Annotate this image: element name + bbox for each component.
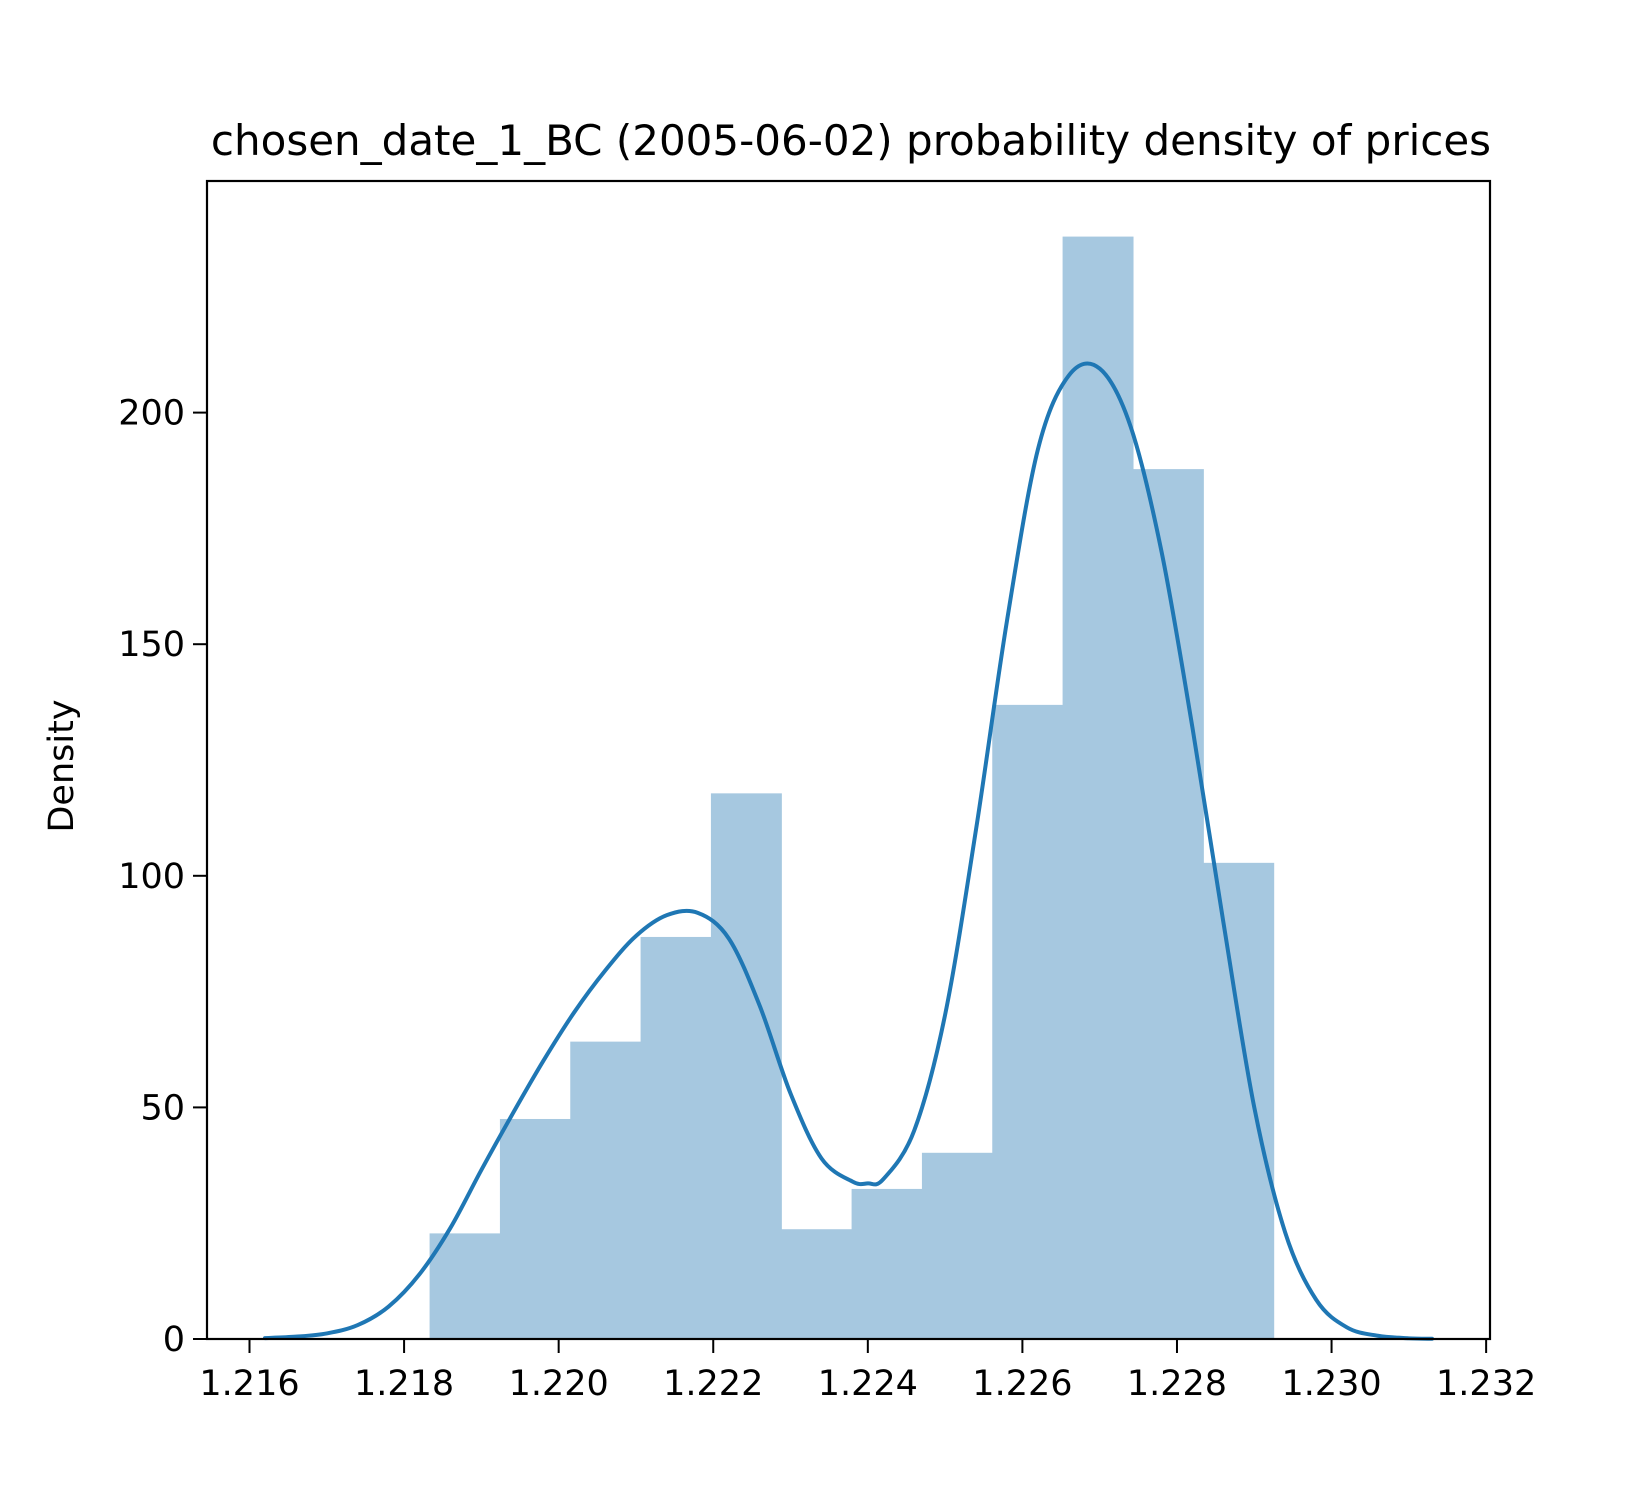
x-tick-label: 1.232 [1436,1364,1536,1404]
y-axis-label: Density [42,699,82,832]
y-tick-label: 0 [163,1320,185,1360]
kde-curve [262,361,1435,1341]
x-axis-ticks: 1.216 1.218 1.220 1.222 1.224 1.226 1.228 1.230… [199,1339,1536,1404]
histogram-bar [570,1041,642,1339]
y-tick-label: 50 [140,1088,185,1128]
y-tick-label: 100 [118,857,185,897]
x-tick-label: 1.230 [1281,1364,1381,1404]
x-tick-label: 1.218 [354,1364,454,1404]
y-tick-label: 200 [118,394,185,434]
x-tick-label: 1.216 [199,1364,299,1404]
x-tick-label: 1.220 [509,1364,609,1404]
histogram-bar [710,793,782,1339]
histogram-bar [921,1152,993,1339]
y-tick-label: 150 [118,625,185,665]
histogram-bar [1203,862,1275,1339]
axes-frame [205,179,1492,1341]
histogram-bar [781,1229,853,1339]
histogram-bars [429,236,1275,1340]
x-tick-label: 1.228 [1127,1364,1227,1404]
x-tick-label: 1.226 [972,1364,1072,1404]
histogram-bar [851,1188,923,1339]
x-tick-label: 1.222 [663,1364,763,1404]
histogram-bar [429,1233,501,1339]
histogram-bar [1132,469,1204,1339]
x-tick-label: 1.224 [818,1364,918,1404]
y-axis-ticks: 0 50 100 150 200 [118,394,207,1360]
histogram-bar [992,704,1064,1339]
histogram-bar [640,936,712,1339]
histogram-bar [1062,236,1134,1340]
chart-title: chosen_date_1_BC (2005-06-02) probabilit… [211,116,1491,165]
histogram-bar [499,1118,571,1339]
